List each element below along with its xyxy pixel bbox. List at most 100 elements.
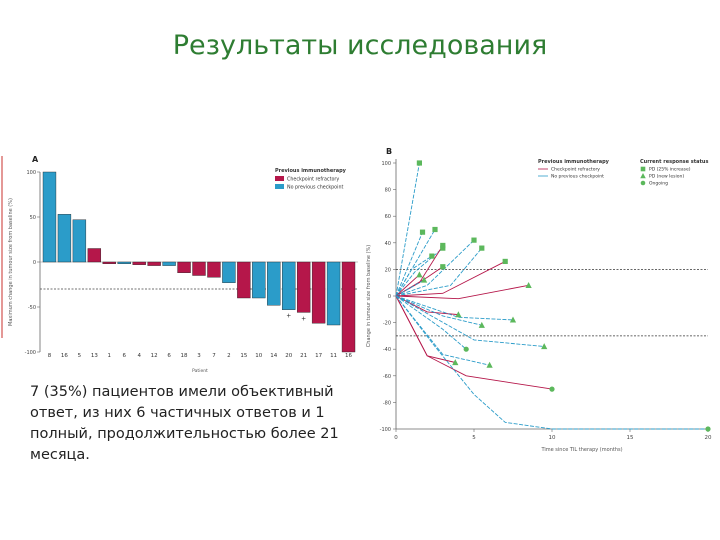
bar-patient-8 bbox=[42, 171, 57, 263]
legend-status-entry-b: Ongoing bbox=[649, 181, 668, 187]
patient-trajectory-3 bbox=[395, 231, 423, 297]
y-tick-label-b: 20 bbox=[385, 267, 391, 273]
bar-patient-20 bbox=[282, 261, 296, 310]
patient-trajectory-16 bbox=[395, 295, 514, 321]
patient-trajectory-14 bbox=[395, 295, 459, 316]
bar-patient-14 bbox=[267, 261, 281, 306]
patient-trajectory-5 bbox=[395, 247, 444, 297]
endpoint-marker-8 bbox=[440, 264, 446, 270]
bar-annotation-a: + bbox=[286, 313, 291, 320]
endpoint-marker-13 bbox=[525, 281, 532, 288]
bar-patient-1 bbox=[102, 261, 116, 264]
bar-annotation-a: + bbox=[301, 315, 306, 322]
endpoint-marker-10 bbox=[502, 258, 508, 265]
x-tick-label-a: 17 bbox=[315, 353, 322, 359]
endpoint-marker-12 bbox=[420, 276, 428, 283]
x-tick-label-a: 3 bbox=[197, 353, 201, 359]
endpoint-marker-3 bbox=[419, 229, 426, 235]
panel-label-b: B bbox=[386, 147, 392, 156]
y-axis-title-a: Maximum change in tumour size from basel… bbox=[8, 198, 14, 326]
bar-patient-6 bbox=[117, 261, 131, 264]
bar-patient-16 bbox=[57, 214, 72, 263]
legend-swatch-a bbox=[275, 184, 284, 189]
x-tick-label-a: 11 bbox=[330, 353, 337, 359]
y-tick-label-a: -100 bbox=[25, 350, 36, 356]
x-tick-label-b: 15 bbox=[627, 435, 634, 441]
endpoint-marker-20 bbox=[463, 346, 469, 352]
bar-patient-11 bbox=[326, 261, 341, 326]
x-tick-label-a: 1 bbox=[108, 353, 112, 359]
bar-patient-3 bbox=[192, 261, 206, 276]
panel-label-a: A bbox=[32, 155, 39, 164]
x-tick-label-a: 2 bbox=[227, 353, 231, 359]
endpoint-marker-1 bbox=[416, 160, 422, 166]
patient-trajectory-21 bbox=[395, 295, 553, 390]
x-tick-label-a: 21 bbox=[300, 353, 307, 359]
x-tick-label-a: 15 bbox=[240, 353, 247, 359]
bar-patient-15 bbox=[237, 261, 251, 299]
y-tick-label-a: 100 bbox=[26, 170, 36, 176]
legend-status-title-b: Current response status bbox=[640, 159, 708, 165]
x-tick-label-b: 0 bbox=[394, 435, 398, 441]
x-axis-title-b: Time since TIL therapy (months) bbox=[540, 447, 622, 453]
legend-entry-a: No previous checkpoint bbox=[287, 185, 343, 191]
x-tick-label-a: 13 bbox=[91, 353, 98, 359]
endpoint-marker-14 bbox=[455, 311, 462, 318]
legend-line-title-b: Previous immunotherapy bbox=[538, 159, 610, 165]
patient-trajectory-22 bbox=[395, 295, 708, 430]
y-tick-label-b: -20 bbox=[383, 321, 391, 327]
bar-patient-18 bbox=[177, 261, 191, 274]
y-tick-label-b: -60 bbox=[383, 374, 391, 380]
legend-swatch-a bbox=[275, 176, 284, 181]
bar-patient-6 bbox=[162, 261, 176, 266]
bar-patient-13 bbox=[87, 248, 102, 263]
x-tick-label-b: 10 bbox=[549, 435, 556, 441]
y-tick-label-a: -50 bbox=[28, 305, 36, 311]
endpoint-marker-7 bbox=[471, 237, 477, 243]
endpoint-marker-18 bbox=[452, 359, 459, 366]
y-tick-label-b: -40 bbox=[383, 347, 391, 353]
endpoint-marker-6 bbox=[440, 242, 446, 249]
y-tick-label-b: 80 bbox=[385, 188, 391, 194]
endpoint-marker-16 bbox=[509, 316, 517, 323]
legend-status-marker-b bbox=[640, 180, 646, 186]
patient-trajectory-17 bbox=[395, 295, 545, 347]
legend-status-entry-b: PD (new lesion) bbox=[649, 174, 684, 180]
x-tick-label-a: 16 bbox=[345, 353, 352, 359]
bar-patient-2 bbox=[222, 261, 236, 283]
bar-patient-12 bbox=[147, 261, 161, 266]
legend-entry-a: Checkpoint refractory bbox=[287, 177, 339, 183]
patient-trajectory-20 bbox=[395, 295, 467, 350]
x-tick-label-b: 20 bbox=[705, 435, 712, 441]
patient-trajectory-4 bbox=[395, 255, 433, 297]
endpoint-marker-19 bbox=[486, 361, 493, 368]
endpoint-marker-15 bbox=[478, 321, 485, 328]
endpoint-marker-22 bbox=[705, 426, 711, 432]
y-tick-label-b: -80 bbox=[383, 400, 391, 406]
x-tick-label-a: 7 bbox=[212, 353, 216, 359]
x-tick-label-b: 5 bbox=[472, 435, 476, 441]
x-tick-label-a: 4 bbox=[137, 353, 141, 359]
y-tick-label-a: 50 bbox=[30, 215, 36, 221]
x-tick-label-a: 5 bbox=[78, 353, 82, 359]
x-tick-label-a: 18 bbox=[181, 353, 188, 359]
legend-line-entry-b: Checkpoint refractory bbox=[551, 167, 600, 173]
x-tick-label-a: 10 bbox=[255, 353, 262, 359]
endpoint-marker-5 bbox=[440, 245, 446, 251]
legend-status-entry-b: PD (25% increase) bbox=[649, 167, 691, 173]
patient-trajectory-15 bbox=[395, 295, 482, 326]
patient-trajectory-10 bbox=[395, 261, 506, 297]
bar-patient-5 bbox=[72, 219, 87, 263]
x-tick-label-a: 8 bbox=[48, 353, 52, 359]
x-tick-label-a: 6 bbox=[167, 353, 171, 359]
y-tick-label-b: 60 bbox=[385, 214, 391, 220]
y-tick-label-b: 0 bbox=[388, 294, 391, 300]
bar-patient-7 bbox=[207, 261, 221, 278]
y-tick-label-b: -100 bbox=[380, 427, 391, 433]
y-tick-label-b: 40 bbox=[385, 241, 391, 247]
legend-line-entry-b: No previous checkpoint bbox=[551, 174, 604, 180]
x-tick-label-a: 12 bbox=[151, 353, 158, 359]
y-tick-label-b: 100 bbox=[381, 161, 391, 167]
x-axis-title-a: Patient bbox=[192, 368, 208, 374]
